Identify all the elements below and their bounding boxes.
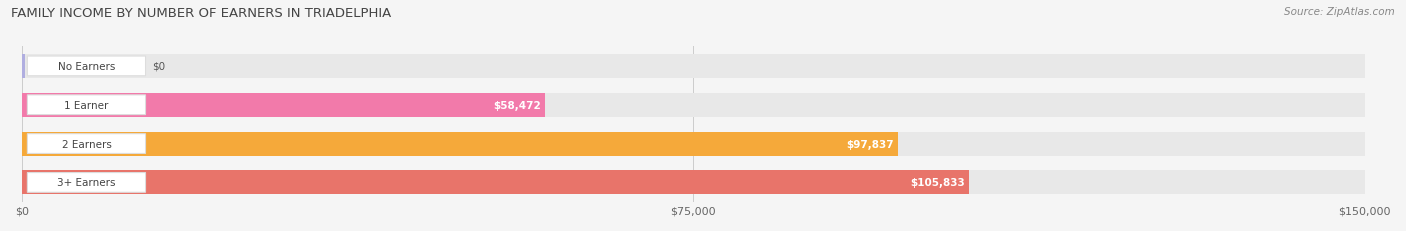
Text: FAMILY INCOME BY NUMBER OF EARNERS IN TRIADELPHIA: FAMILY INCOME BY NUMBER OF EARNERS IN TR… (11, 7, 391, 20)
Bar (22, 171, 969, 195)
Bar (22, 93, 1365, 117)
Bar (22, 55, 1365, 79)
Text: Source: ZipAtlas.com: Source: ZipAtlas.com (1284, 7, 1395, 17)
Bar (22, 55, 25, 79)
Bar (22, 132, 1365, 156)
Bar (22, 132, 898, 156)
Bar (22, 93, 546, 117)
Text: $58,472: $58,472 (494, 100, 541, 110)
FancyBboxPatch shape (27, 57, 146, 76)
Text: 3+ Earners: 3+ Earners (58, 178, 115, 188)
Text: $0: $0 (152, 62, 166, 72)
Text: 1 Earner: 1 Earner (65, 100, 108, 110)
FancyBboxPatch shape (27, 95, 146, 115)
Text: $97,837: $97,837 (846, 139, 894, 149)
Text: $105,833: $105,833 (911, 178, 966, 188)
FancyBboxPatch shape (27, 134, 146, 154)
Text: 2 Earners: 2 Earners (62, 139, 111, 149)
Text: No Earners: No Earners (58, 62, 115, 72)
FancyBboxPatch shape (27, 173, 146, 192)
Bar (22, 171, 1365, 195)
